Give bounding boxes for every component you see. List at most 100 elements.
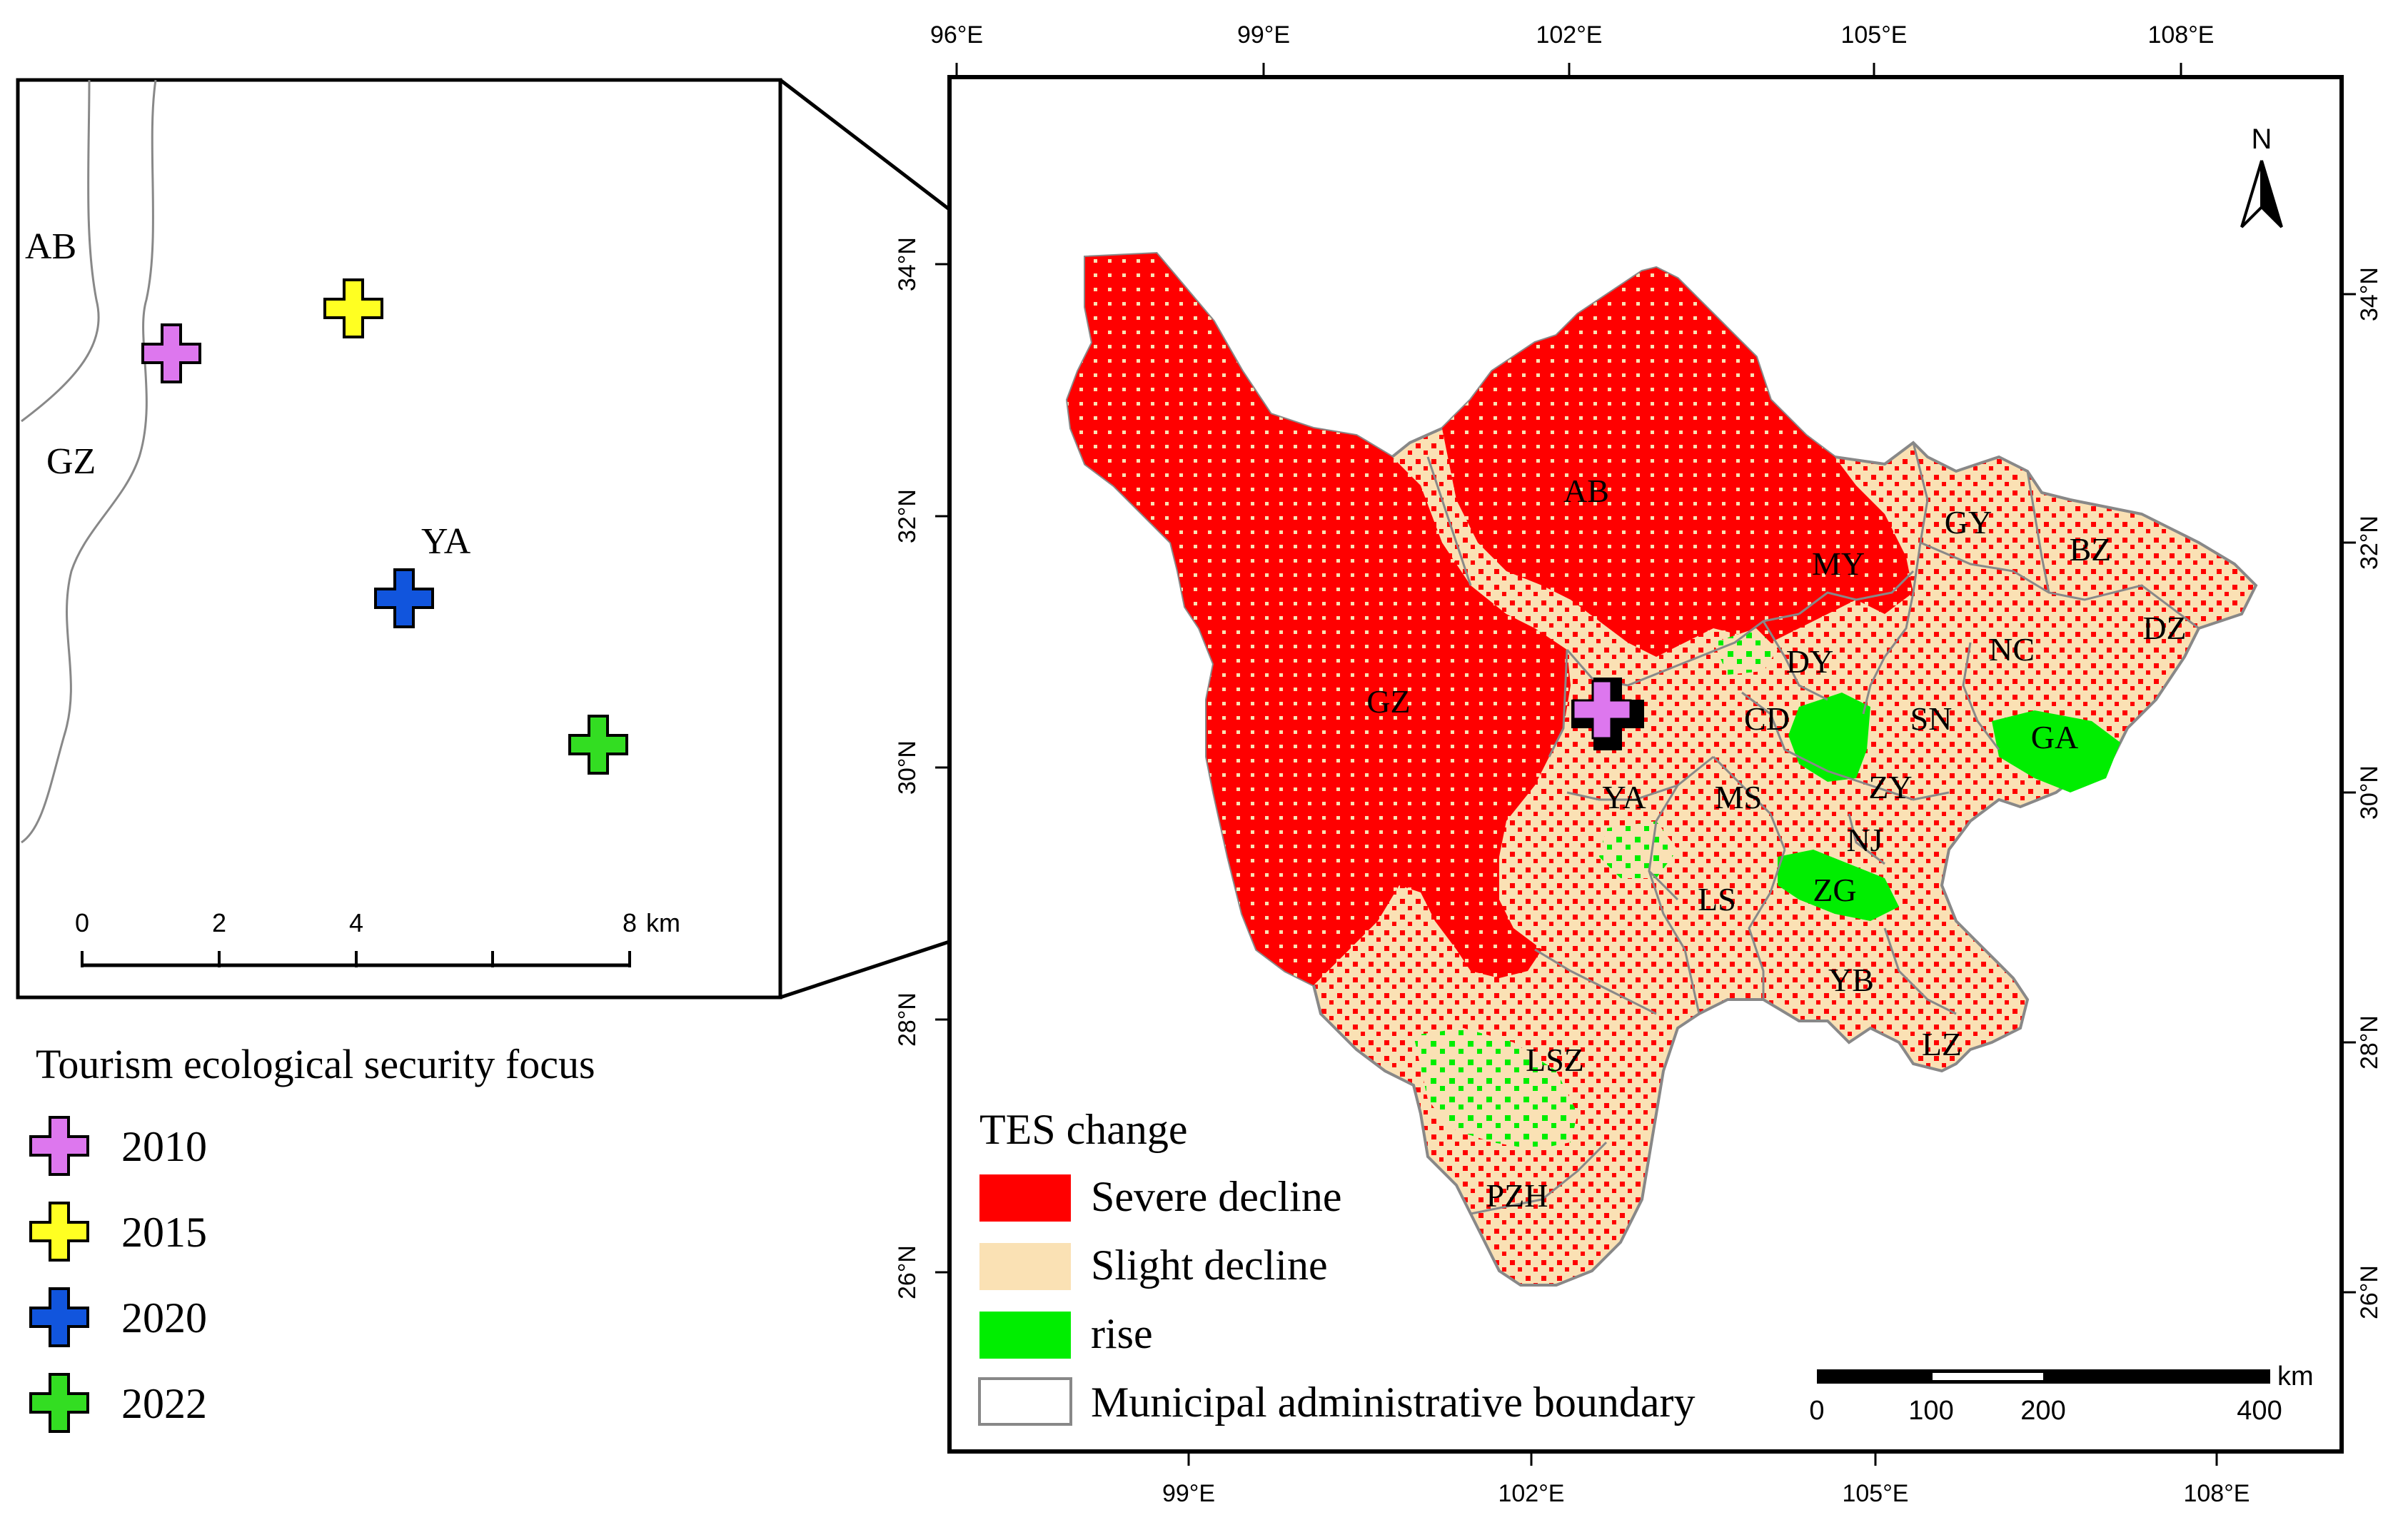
region-label-zg: ZG <box>1813 872 1856 908</box>
cross-icon <box>568 715 628 775</box>
lon-top-96: 96°E <box>930 21 983 49</box>
rise-area-ya <box>1599 821 1678 878</box>
rise-area-zg <box>1778 850 1899 921</box>
region-label-yb: YB <box>1828 962 1874 998</box>
inset-label-ab: AB <box>25 226 76 267</box>
region-label-pzh: PZH <box>1486 1177 1548 1214</box>
focus-legend-2022-symbol <box>29 1373 89 1433</box>
cross-icon <box>374 568 434 628</box>
cross-icon <box>323 278 383 338</box>
region-label-ab: AB <box>1563 473 1609 509</box>
focus-legend-2015-symbol <box>29 1202 89 1262</box>
main-scalebar: 0 100 200 400 km <box>1809 1362 2313 1426</box>
tes-legend: TES change Severe decline Slight decline… <box>978 1106 1695 1426</box>
rise-area-dy <box>1713 628 1778 675</box>
region-label-nc: NC <box>1989 631 2035 668</box>
north-arrow-icon: N <box>2240 124 2283 228</box>
inset-focus-2015 <box>323 278 383 338</box>
region-label-dz: DZ <box>2142 610 2186 646</box>
region-label-gz: GZ <box>1366 683 1410 720</box>
tes-legend-title: TES change <box>979 1106 1188 1153</box>
region-label-ga: GA <box>2031 719 2078 755</box>
lat-right-28: 28°N <box>2356 1015 2383 1070</box>
region-label-lsz: LSZ <box>1526 1042 1584 1078</box>
inset-scale-tick-1: 2 <box>212 908 226 937</box>
inset-scale-tick-0: 0 <box>75 908 89 937</box>
cross-icon <box>1572 680 1632 740</box>
focus-legend-title: Tourism ecological security focus <box>36 1041 595 1087</box>
inset-label-ya: YA <box>421 521 471 562</box>
focus-legend: Tourism ecological security focus 2010 2… <box>29 1041 595 1433</box>
scale-unit: km <box>2277 1362 2314 1391</box>
main-map-focus-marker <box>1571 678 1644 750</box>
lat-left-32: 32°N <box>894 489 921 543</box>
scale-tick-200: 200 <box>2020 1396 2065 1426</box>
focus-legend-2020-label: 2020 <box>121 1294 207 1342</box>
cross-icon <box>29 1202 89 1262</box>
severe-decline-area-north <box>1442 268 1913 657</box>
region-label-gy: GY <box>1945 504 1992 540</box>
lat-left-28: 28°N <box>894 992 921 1047</box>
legend-label-boundary: Municipal administrative boundary <box>1091 1379 1695 1426</box>
region-label-ms: MS <box>1715 779 1762 815</box>
cross-icon <box>29 1116 89 1176</box>
main-map: 96°E 99°E 102°E 105°E 108°E 99°E 102°E 1… <box>894 21 2383 1507</box>
lat-right-32: 32°N <box>2356 515 2383 570</box>
cross-icon <box>29 1373 89 1433</box>
region-labels: AB GY BZ MY DZ NC DY GZ CD SN GA ZY YA M… <box>1366 473 2186 1214</box>
scale-tick-0: 0 <box>1809 1396 1824 1426</box>
scale-tick-100: 100 <box>1908 1396 1953 1426</box>
region-label-cd: CD <box>1744 700 1790 737</box>
region-label-zy: ZY <box>1868 769 1912 805</box>
region-label-sn: SN <box>1910 700 1953 737</box>
focus-legend-2010-symbol <box>29 1116 89 1176</box>
north-label: N <box>2252 124 2272 155</box>
focus-legend-2020-symbol <box>29 1287 89 1347</box>
rise-area-lsz <box>1414 1028 1578 1149</box>
rise-area-cd <box>1788 693 1870 782</box>
lon-top-102: 102°E <box>1536 21 1602 49</box>
lon-bottom-105: 105°E <box>1842 1480 1908 1507</box>
scale-tick-400: 400 <box>2237 1396 2282 1426</box>
lat-right-26: 26°N <box>2356 1265 2383 1319</box>
graticule: 96°E 99°E 102°E 105°E 108°E 99°E 102°E 1… <box>894 21 2383 1507</box>
lon-top-99: 99°E <box>1237 21 1290 49</box>
region-label-bz: BZ <box>2070 531 2112 568</box>
lon-bottom-99: 99°E <box>1162 1480 1215 1507</box>
lat-right-30: 30°N <box>2356 765 2383 820</box>
municipal-boundaries <box>1426 442 2200 1215</box>
inset-boundary-gz-ya <box>21 79 157 844</box>
focus-legend-2010-label: 2010 <box>121 1123 207 1170</box>
lon-top-108: 108°E <box>2147 21 2214 49</box>
inset-map: AB GZ YA 0 2 4 8 km <box>16 78 782 1000</box>
inset-frame <box>16 78 782 1000</box>
inset-scale-unit: km <box>646 908 680 937</box>
lon-bottom-108: 108°E <box>2183 1480 2250 1507</box>
lat-left-26: 26°N <box>894 1245 921 1299</box>
cross-icon <box>29 1287 89 1347</box>
inset-label-gz: GZ <box>46 441 96 482</box>
region-label-my: MY <box>1812 545 1865 582</box>
inset-scalebar: 0 2 4 8 km <box>75 908 680 967</box>
inset-focus-2020 <box>374 568 434 628</box>
inset-scale-tick-2: 4 <box>349 908 363 937</box>
lat-right-34: 34°N <box>2356 267 2383 321</box>
legend-swatch-severe <box>979 1174 1071 1222</box>
lat-left-30: 30°N <box>894 740 921 795</box>
region-label-dy: DY <box>1786 643 1833 680</box>
lon-top-105: 105°E <box>1840 21 1907 49</box>
inset-boundary-ab-gz <box>21 79 100 423</box>
legend-swatch-boundary <box>978 1377 1072 1426</box>
lat-left-34: 34°N <box>894 237 921 291</box>
rise-area-ga <box>1992 710 2120 792</box>
region-label-ya: YA <box>1602 779 1646 815</box>
focus-legend-2022-label: 2022 <box>121 1380 207 1427</box>
region-label-nj: NJ <box>1846 822 1883 858</box>
legend-swatch-slight <box>979 1243 1071 1290</box>
region-label-ls: LS <box>1698 881 1736 917</box>
inset-focus-2010 <box>141 323 201 383</box>
lon-bottom-102: 102°E <box>1498 1480 1564 1507</box>
severe-decline-area-west <box>1067 253 1571 985</box>
